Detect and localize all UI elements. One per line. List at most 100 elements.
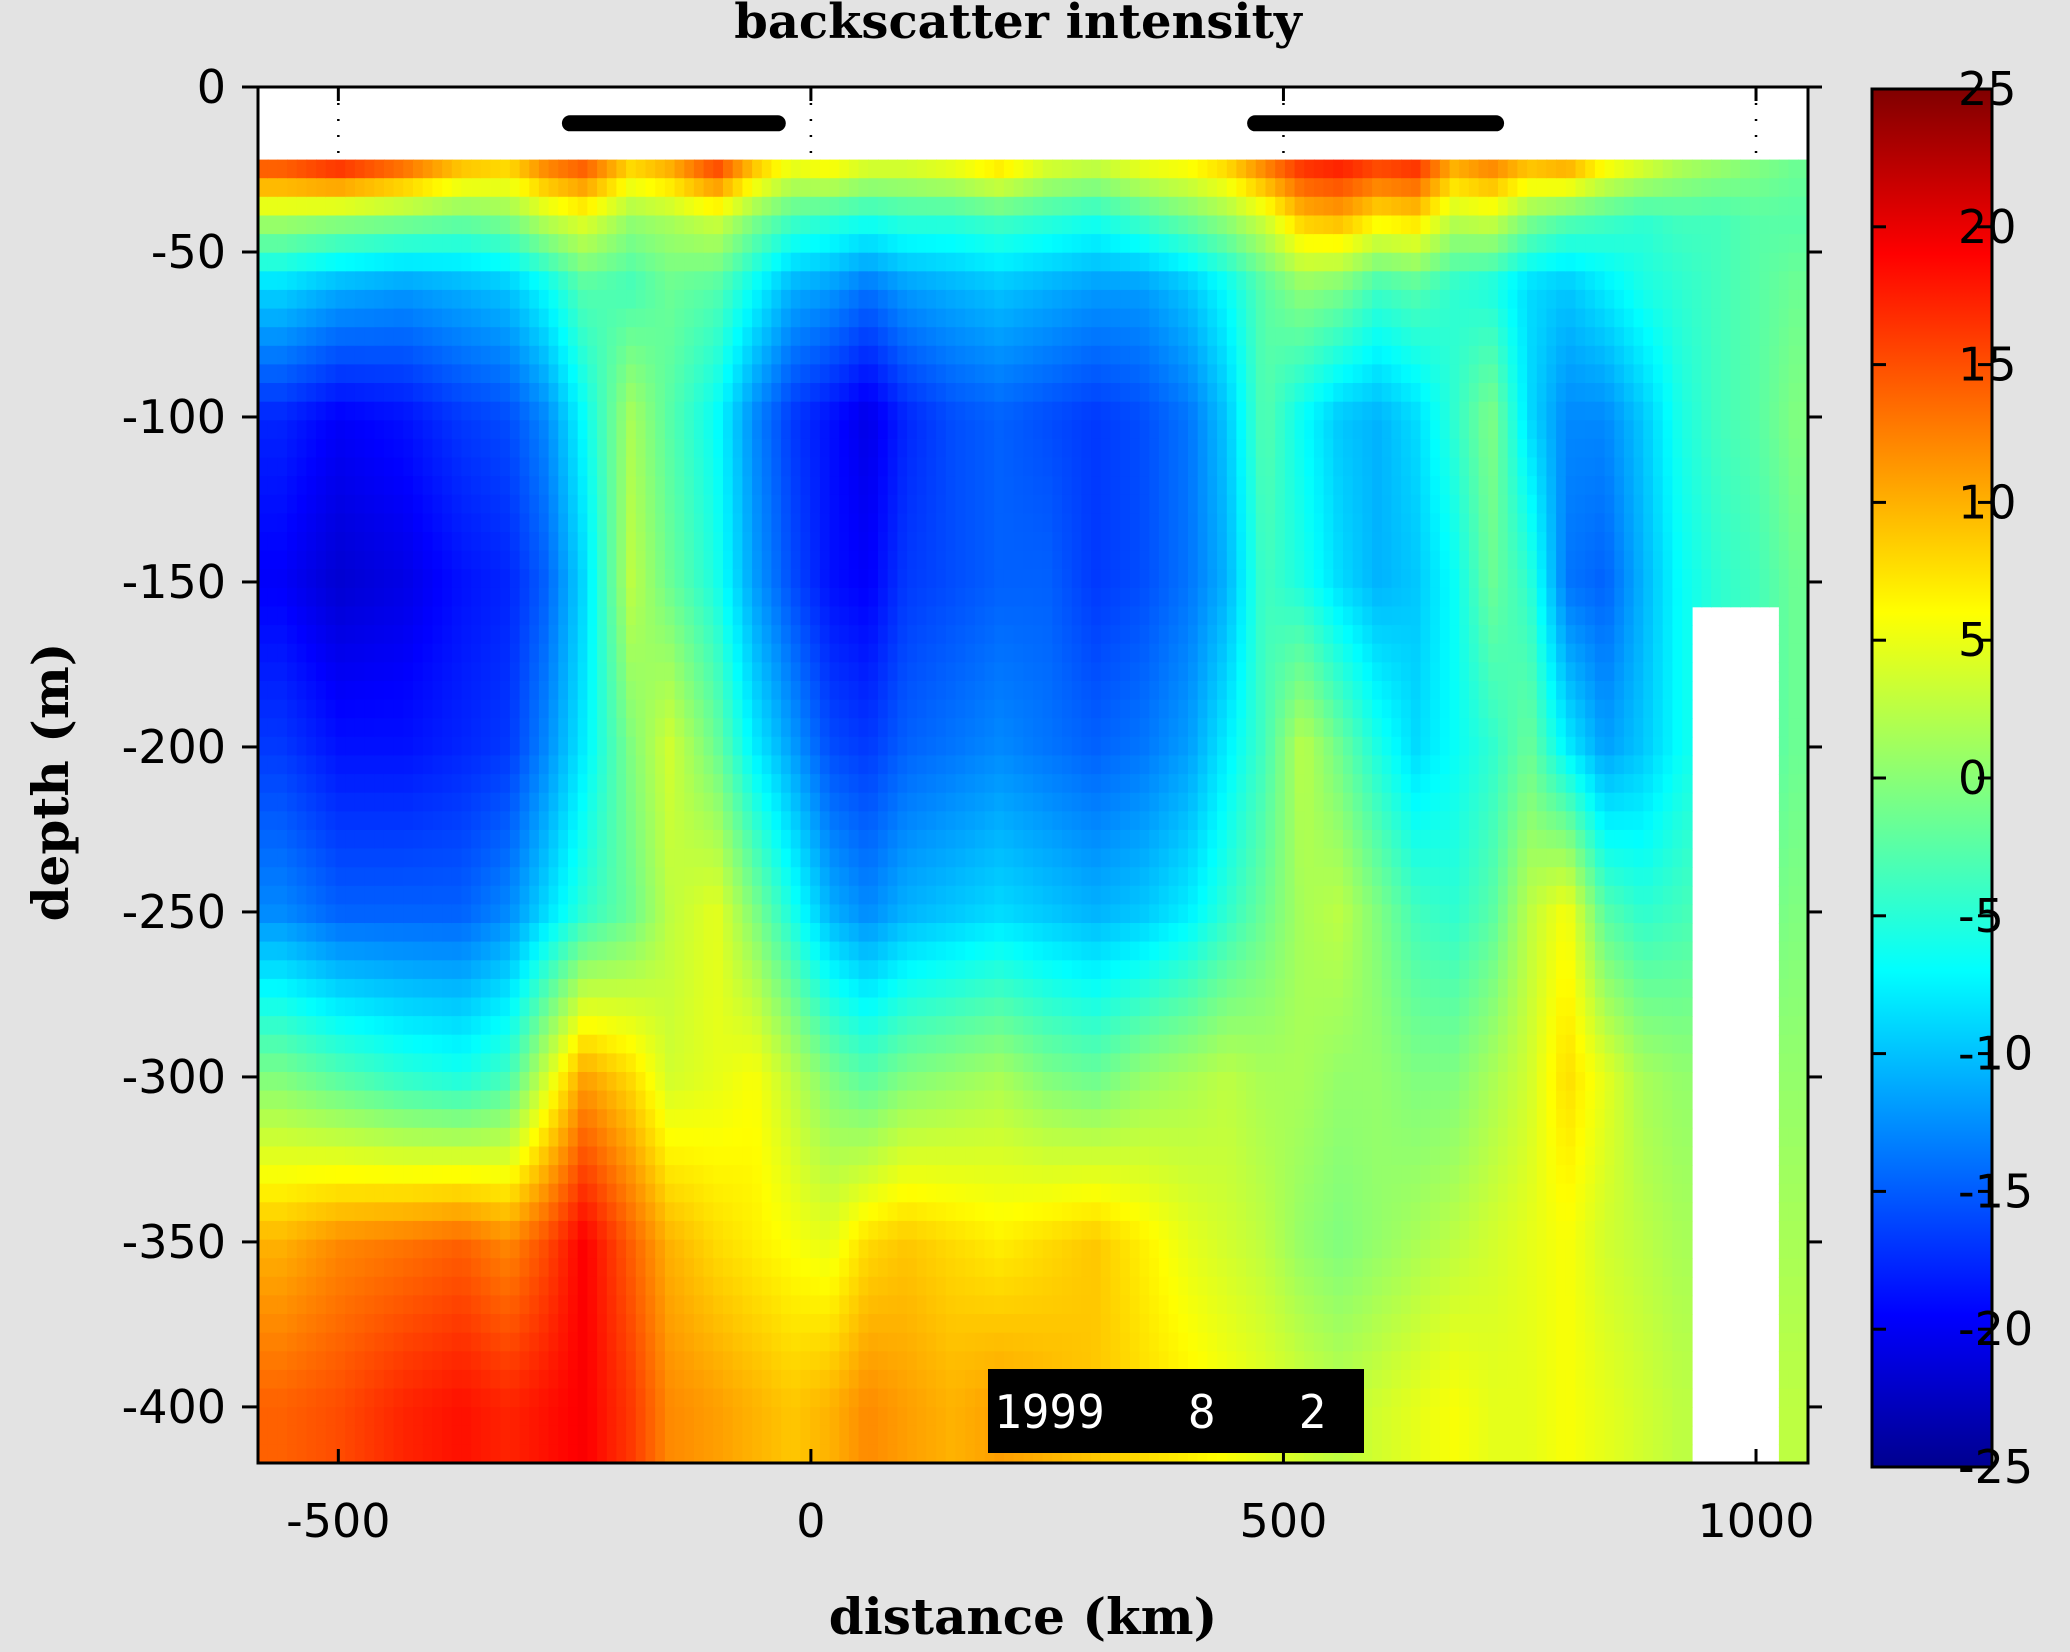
heatmap-cell (693, 271, 705, 291)
heatmap-cell (364, 289, 376, 310)
heatmap-cell (432, 178, 443, 198)
heatmap-cell (558, 532, 569, 552)
heatmap-cell (907, 1332, 918, 1353)
heatmap-cell (451, 1425, 463, 1446)
heatmap-cell (858, 327, 870, 347)
heatmap-cell (887, 1444, 899, 1464)
heatmap-cell (451, 587, 463, 608)
heatmap-cell (878, 383, 889, 403)
heatmap-cell (655, 1258, 666, 1278)
heatmap-cell (839, 792, 850, 813)
heatmap-cell (655, 1369, 666, 1390)
heatmap-cell (800, 401, 811, 422)
heatmap-cell (645, 1407, 656, 1427)
heatmap-cell (529, 1332, 540, 1353)
heatmap-cell (819, 736, 831, 757)
heatmap-cell (548, 1388, 560, 1408)
heatmap-cell (345, 1072, 356, 1092)
heatmap-cell (829, 885, 841, 906)
heatmap-cell (538, 643, 550, 664)
heatmap-cell (587, 848, 598, 868)
heatmap-cell (781, 1407, 792, 1427)
heatmap-cell (606, 1072, 618, 1092)
heatmap-cell (645, 1425, 656, 1446)
heatmap-cell (277, 178, 288, 198)
heatmap-cell (664, 606, 676, 626)
heatmap-cell (354, 1202, 366, 1222)
heatmap-cell (287, 159, 298, 179)
heatmap-cell (703, 1202, 715, 1222)
heatmap-cell (325, 606, 337, 626)
heatmap-cell (703, 1072, 715, 1092)
heatmap-cell (335, 494, 346, 515)
heatmap-cell (858, 476, 870, 496)
heatmap-cell (829, 271, 841, 291)
heatmap-cell (674, 997, 686, 1017)
heatmap-cell (616, 662, 627, 682)
heatmap-cell (810, 755, 821, 775)
heatmap-cell (364, 941, 376, 961)
heatmap-cell (364, 699, 376, 719)
heatmap-cell (693, 438, 705, 459)
heatmap-cell (548, 941, 560, 961)
heatmap-cell (335, 755, 346, 775)
heatmap-cell (752, 662, 763, 682)
heatmap-cell (732, 904, 744, 924)
heatmap-cell (364, 252, 376, 273)
heatmap-cell (907, 1072, 918, 1092)
heatmap-cell (296, 476, 308, 496)
heatmap-cell (519, 625, 531, 645)
heatmap-cell (587, 1220, 598, 1241)
heatmap-cell (858, 271, 870, 291)
heatmap-cell (442, 345, 453, 366)
heatmap-cell (471, 736, 482, 757)
heatmap-cell (548, 885, 560, 906)
heatmap-cell (422, 997, 434, 1017)
heatmap-cell (664, 1314, 676, 1334)
heatmap-cell (606, 960, 618, 980)
heatmap-cell (761, 308, 773, 328)
heatmap-cell (878, 1388, 889, 1408)
heatmap-cell (577, 234, 589, 254)
heatmap-cell (936, 1407, 947, 1427)
heatmap-cell (616, 681, 627, 701)
heatmap-cell (742, 234, 753, 254)
heatmap-cell (316, 923, 327, 943)
heatmap-cell (606, 271, 618, 291)
heatmap-cell (432, 941, 443, 961)
heatmap-cell (461, 569, 472, 589)
heatmap-cell (519, 494, 531, 515)
heatmap-cell (597, 345, 608, 366)
heatmap-cell (926, 476, 937, 496)
heatmap-cell (597, 364, 608, 384)
heatmap-cell (868, 457, 879, 477)
heatmap-cell (354, 1351, 366, 1371)
heatmap-cell (887, 420, 899, 440)
heatmap-cell (422, 792, 434, 813)
heatmap-cell (674, 699, 686, 719)
heatmap-cell (383, 159, 395, 179)
heatmap-cell (693, 1072, 705, 1092)
heatmap-cell (277, 587, 288, 608)
heatmap-cell (916, 215, 928, 235)
heatmap-cell (635, 159, 647, 179)
heatmap-cell (277, 420, 288, 440)
heatmap-cell (761, 1183, 773, 1204)
heatmap-cell (480, 252, 492, 273)
heatmap-cell (626, 1072, 637, 1092)
heatmap-cell (258, 569, 269, 589)
heatmap-cell (684, 885, 695, 906)
heatmap-cell (451, 1314, 463, 1334)
heatmap-cell (839, 1053, 850, 1073)
heatmap-cell (413, 1146, 424, 1166)
heatmap-cell (752, 457, 763, 477)
heatmap-cell (538, 364, 550, 384)
heatmap-cell (878, 662, 889, 682)
heatmap-cell (335, 1332, 346, 1353)
heatmap-cell (839, 643, 850, 664)
heatmap-cell (887, 1388, 899, 1408)
heatmap-cell (306, 1369, 317, 1390)
heatmap-cell (500, 550, 511, 570)
heatmap-cell (577, 327, 589, 347)
heatmap-cell (878, 1258, 889, 1278)
